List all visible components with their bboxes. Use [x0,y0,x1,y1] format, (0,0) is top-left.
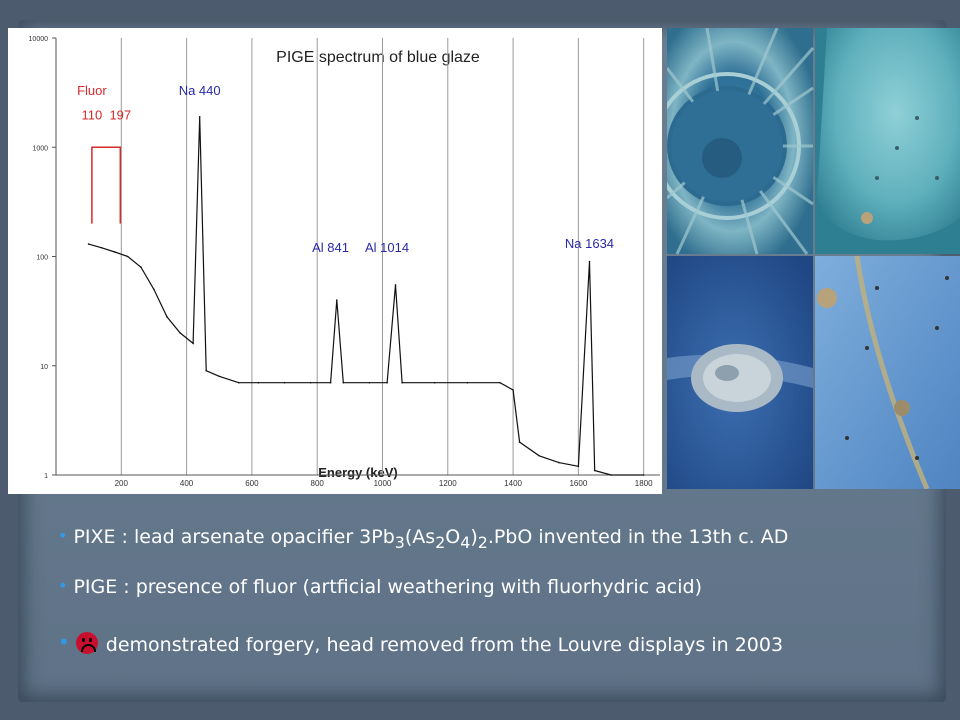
pixe-sub-4: 2 [477,532,488,552]
y-tick-label: 1 [44,473,48,480]
spectrum-data-point [257,381,260,384]
peak-annotation: 110 [82,107,103,122]
spectrum-data-point [499,381,501,384]
spectrum-data-point [309,381,312,384]
x-axis-label: Energy (keV) [318,465,397,480]
frowning-face-icon [75,632,98,654]
spectrum-data-point [166,316,168,318]
spectrum-data-point [610,474,612,476]
bullet-pixe: • PIXE : lead arsenate opacifier 3Pb3(As2… [58,526,788,552]
photo-collage [667,28,960,489]
spectrum-data-point [238,381,240,384]
verdict-text: demonstrated forgery, head removed from … [105,634,784,656]
x-tick-label: 200 [115,479,129,488]
spectrum-data-point [518,441,521,443]
spectrum-data-point [218,375,220,378]
x-tick-label: 1000 [374,479,392,488]
pixe-sub-1: 3 [394,532,405,552]
bullet-point-icon: • [58,630,70,654]
x-tick-label: 400 [180,479,194,488]
bullet-pige: • PIGE : presence of fluor (artficial wea… [58,576,702,598]
spectrum-data-point [538,455,540,457]
x-tick-label: 1800 [635,479,653,488]
pixe-sub-2: 2 [435,532,446,552]
pixe-text-mid-2: O [445,526,461,548]
pige-text: PIGE : presence of fluor (artficial weat… [73,576,702,598]
fluor-bracket [91,146,122,224]
y-tick-label: 100 [36,255,48,262]
pixe-sub-3: 4 [460,532,471,552]
x-tick-label: 1400 [504,479,522,488]
weathered-glaze-crater-photo [667,256,813,489]
spectrum-data-point [593,469,596,472]
pige-spectrum-chart: PIGE spectrum of blue glaze Energy (keV)… [8,28,662,494]
chart-title: PIGE spectrum of blue glaze [276,49,480,66]
peak-annotation: Fluor [77,83,107,98]
spectrum-data-point [179,332,181,334]
spectrum-data-point [466,381,469,384]
pixe-text-mid-1: (As [404,526,436,548]
spectrum-data-point [205,369,207,372]
y-tick-label: 1000 [32,145,48,152]
x-tick-label: 1200 [439,479,457,488]
peak-annotation: Na 440 [179,83,221,98]
spectrum-data-point [336,299,338,301]
y-tick-label: 10000 [29,36,49,43]
spectrum-data-point [386,381,388,384]
spectrum-data-point [588,260,591,263]
spectrum-data-point [433,381,436,384]
spectrum-data-point [394,284,397,286]
spectrum-data-point [127,255,129,258]
speckled-light-blue-glaze-photo [815,255,960,489]
spectrum-data-point [401,381,403,384]
spectrum-data-point [558,461,560,464]
x-tick-label: 1600 [569,479,587,488]
spectrum-data-point [283,381,286,384]
pixe-text-pre: PIXE : lead arsenate opacifier 3Pb [73,526,395,548]
glaze-photo-grid [667,28,960,489]
pixe-text-post: .PbO invented in the 13th c. AD [487,526,789,548]
peak-annotation: Al 841 [312,240,349,255]
bullet-verdict: • demonstrated forgery, head removed from… [58,630,783,656]
spectrum-data-point [342,381,345,384]
spectrum-data-point [87,243,90,245]
spectrum-data-point [642,474,645,476]
pale-blue-glaze-drop-photo [815,28,960,254]
spectrum-data-point [153,288,155,291]
peak-annotation: Na 1634 [565,236,614,251]
spectrum-data-point [512,389,514,391]
spectrum-data-point [368,381,371,384]
spectrum-data-point [198,116,201,118]
spectrum-data-point [577,465,580,468]
spectrum-data-point [114,251,116,253]
spectrum-data-point [140,266,142,268]
radial-rosette-photo [667,28,815,255]
spectrum-series-line [88,116,644,476]
peak-annotation: 197 [109,107,131,122]
bullet-point-icon: • [58,576,68,595]
spectrum-data-point [100,247,103,249]
spectrum-data-point [329,381,332,384]
y-tick-label: 10 [40,364,48,371]
peak-annotation: Al 1014 [365,240,409,255]
chart-svg: PIGE spectrum of blue glaze Energy (keV)… [29,36,660,488]
x-tick-label: 600 [245,479,259,488]
x-tick-label: 800 [311,479,325,488]
spectrum-data-point [192,342,194,345]
bullet-point-icon: • [58,526,68,545]
pixe-text-mid-3: ) [470,526,478,548]
